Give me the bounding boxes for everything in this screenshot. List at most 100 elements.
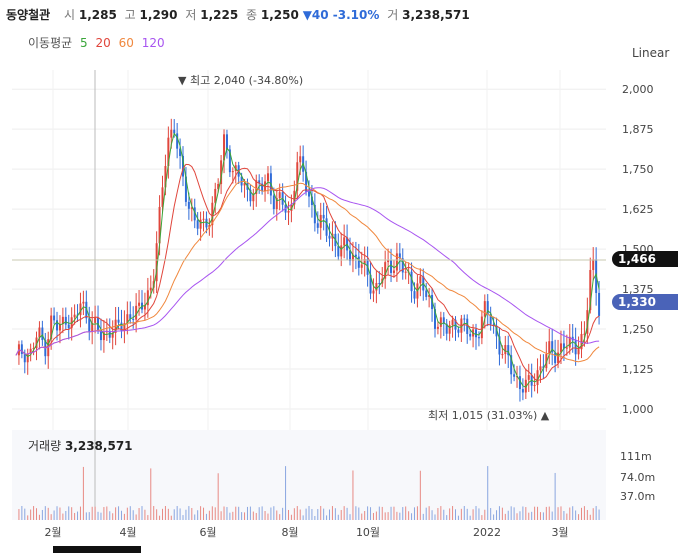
volume-bar (320, 506, 322, 520)
volume-bar (493, 514, 495, 520)
volume-bar (434, 514, 436, 520)
candle-body (439, 317, 442, 327)
volume-bar (528, 512, 530, 520)
volume-bar (443, 509, 445, 520)
volume-bar (425, 507, 427, 520)
candle-body (164, 166, 167, 188)
volume-bar (211, 506, 213, 520)
candle-body (580, 333, 583, 350)
volume-bar (194, 514, 196, 520)
volume-bar (176, 506, 178, 520)
volume-bar (393, 506, 395, 520)
volume-bar (147, 515, 149, 520)
low-annotation: 최저 1,015 (31.03%) ▲ (428, 409, 550, 422)
volume-bar (422, 513, 424, 520)
candle-body (296, 162, 299, 191)
candle-body (38, 327, 41, 338)
x-tick-label: 10월 (356, 526, 380, 539)
candle-body (196, 220, 199, 229)
volume-bar (24, 508, 26, 520)
candle-body (398, 253, 401, 259)
volume-bar (575, 510, 577, 520)
candle-body (50, 315, 53, 340)
volume-bar (343, 506, 345, 520)
volume-bar (53, 510, 55, 520)
ma-120: 120 (141, 36, 165, 50)
volume-bar (498, 506, 500, 520)
volume-bar (566, 513, 568, 520)
candle-body (32, 348, 35, 350)
volume-bar (551, 511, 553, 520)
volume-bar (449, 508, 451, 520)
high-label: 고 (124, 8, 136, 22)
volume-value: 3,238,571 (402, 8, 470, 22)
ma-20: 20 (95, 36, 111, 50)
volume-bar (282, 507, 284, 520)
volume-bar (572, 506, 574, 520)
volume-bar (203, 507, 205, 520)
scale-mode-toggle[interactable]: Linear (632, 46, 670, 60)
volume-bar (173, 509, 175, 520)
volume-tick-label: 37.0m (620, 490, 655, 503)
y-tick-label: 2,000 (622, 83, 654, 96)
volume-bar (77, 511, 79, 520)
volume-bar (349, 514, 351, 520)
candle-body (337, 246, 340, 257)
candle-body (310, 196, 313, 206)
volume-bar (241, 512, 243, 520)
moving-average-legend[interactable]: 이동평균 5 20 60 120 (28, 34, 169, 51)
candle-body (401, 258, 404, 273)
volume-bar (232, 511, 234, 520)
volume-bar (164, 506, 166, 520)
x-tick-label: 2022 (473, 526, 501, 539)
volume-bar (361, 513, 363, 520)
volume-bar (446, 515, 448, 520)
candle-body (559, 343, 562, 353)
volume-bar (47, 507, 49, 520)
candle-body (589, 270, 592, 311)
volume-bar (496, 510, 498, 520)
volume-bar (238, 506, 240, 520)
candle-body (442, 317, 445, 324)
volume-bar (548, 506, 550, 520)
candle-body (586, 310, 589, 334)
candle-body (378, 283, 381, 285)
volume-bar (85, 512, 87, 520)
candle-body (510, 355, 513, 375)
volume-bar (120, 510, 122, 520)
volume-bar (41, 509, 43, 520)
volume-bar (68, 506, 70, 520)
volume-bar (484, 509, 486, 520)
y-tick-label: 1,000 (622, 403, 654, 416)
y-tick-label: 1,125 (622, 363, 654, 376)
volume-bar (115, 507, 117, 520)
volume-bar (226, 507, 228, 520)
volume-bar (539, 512, 541, 520)
candle-body (220, 160, 223, 185)
candle-body (143, 305, 146, 310)
candle-body (138, 302, 141, 306)
volume-bar (367, 506, 369, 520)
volume-bar (220, 511, 222, 520)
candle-body (56, 320, 59, 331)
change-value: ▼40 -3.10% (302, 8, 380, 22)
volume-bar (408, 511, 410, 520)
volume-bar (463, 506, 465, 520)
candle-body (193, 207, 196, 221)
volume-bar (141, 506, 143, 520)
volume-bar (311, 509, 313, 520)
volume-bar (65, 510, 67, 520)
candle-body (533, 385, 536, 387)
scroll-handle[interactable] (53, 546, 141, 553)
candle-body (132, 318, 135, 320)
candle-body (208, 225, 211, 228)
candle-body (463, 318, 466, 320)
volume-bar (314, 515, 316, 520)
candle-body (419, 276, 422, 284)
last-close-badge: 1,330 (612, 294, 678, 311)
candle-body (217, 184, 220, 189)
volume-bar (273, 506, 275, 520)
volume-bar (323, 508, 325, 520)
volume-bar (94, 506, 96, 520)
